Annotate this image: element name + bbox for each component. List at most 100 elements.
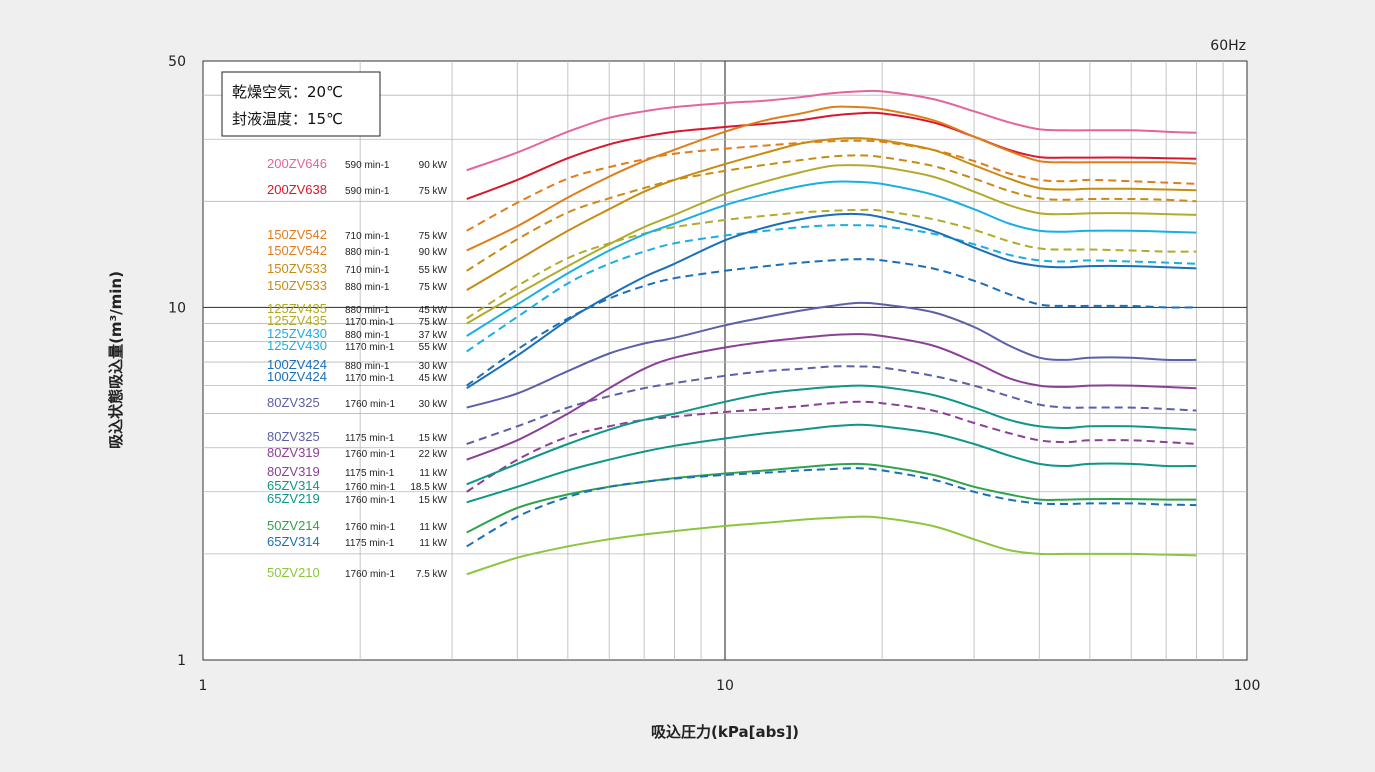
series-curves [466,89,1197,576]
condition-air: 乾燥空気：20℃ [232,83,343,101]
series-line-65zv314 [466,384,1197,486]
legend-power: 11 kW [419,522,447,533]
legend-speed: 1170 min-1 [345,317,395,328]
legend-power: 18.5 kW [410,482,447,493]
legend-power: 30 kW [419,399,448,410]
legend-power: 11 kW [419,538,447,549]
series-line-150zv533 [466,137,1197,291]
legend-power: 75 kW [419,317,448,328]
series-line-150zv542-dashed [466,139,1197,232]
legend-label: 50ZV210 [267,565,320,580]
legend-speed: 880 min-1 [345,330,390,341]
legend-power: 55 kW [419,265,448,276]
series-line-80zv325 [466,301,1197,409]
legend-speed: 1760 min-1 [345,399,395,410]
legend-power: 75 kW [419,282,448,293]
legend-label: 150ZV533 [267,261,327,276]
legend-label: 150ZV542 [267,243,327,258]
series-line-80zv319-dashed [466,400,1197,493]
legend-label: 80ZV319 [267,464,320,479]
legend-label: 200ZV638 [267,182,327,197]
y-tick-label: 1 [177,653,186,669]
legend-label: 80ZV325 [267,395,320,410]
legend-speed: 1760 min-1 [345,495,395,506]
legend-power: 22 kW [419,449,448,460]
legend-speed: 880 min-1 [345,361,390,372]
series-line-100zv424-dashed [466,258,1197,387]
legend-speed: 710 min-1 [345,265,390,276]
legend-power: 90 kW [419,160,448,171]
legend: 200ZV646 590 min-1 90 kW 200ZV638 590 min-1 7… [267,156,448,580]
series-line-125zv435 [466,164,1197,325]
legend-label: 125ZV430 [267,326,327,341]
legend-label: 65ZV314 [267,478,320,493]
legend-label: 50ZV214 [267,518,320,533]
legend-label: 80ZV319 [267,445,320,460]
legend-speed: 880 min-1 [345,305,390,316]
legend-speed: 710 min-1 [345,231,390,242]
series-line-50zv210 [466,515,1197,576]
legend-power: 90 kW [419,247,448,258]
legend-speed: 1760 min-1 [345,449,395,460]
x-tick-labels: 1 10 100 [199,678,1261,694]
legend-power: 37 kW [419,330,448,341]
legend-speed: 1170 min-1 [345,373,395,384]
legend-speed: 880 min-1 [345,282,390,293]
x-axis-title: 吸込圧力(kPa[abs]) [651,723,799,741]
legend-speed: 1175 min-1 [345,538,395,549]
y-tick-labels: 1 10 50 [168,54,186,669]
series-line-125zv430-dashed [466,224,1197,353]
series-line-150zv542 [466,105,1197,252]
legend-label: 125ZV430 [267,338,327,353]
x-tick-label: 10 [716,678,734,694]
series-line-100zv424 [466,212,1197,390]
legend-speed: 1760 min-1 [345,569,395,580]
legend-power: 55 kW [419,342,448,353]
legend-power: 15 kW [419,433,448,444]
legend-label: 65ZV314 [267,534,320,549]
legend-label: 200ZV646 [267,156,327,171]
series-line-80zv325-dashed [466,365,1197,445]
legend-speed: 590 min-1 [345,160,390,171]
series-line-200zv646 [466,89,1197,172]
series-line-125zv435-dashed [466,208,1197,320]
legend-speed: 590 min-1 [345,186,390,197]
legend-power: 30 kW [419,361,448,372]
legend-label: 150ZV542 [267,227,327,242]
legend-power: 45 kW [419,305,448,316]
frequency-label: 60Hz [1210,38,1246,54]
x-tick-label: 100 [1234,678,1261,694]
condition-seal: 封液温度：15℃ [232,110,343,128]
series-line-80zv319 [466,333,1197,461]
series-line-65zv219 [466,423,1197,504]
series-line-125zv430 [466,180,1197,337]
legend-label: 100ZV424 [267,369,327,384]
legend-speed: 1170 min-1 [345,342,395,353]
legend-speed: 880 min-1 [345,247,390,258]
legend-power: 11 kW [419,468,447,479]
y-tick-label: 50 [168,54,186,70]
legend-power: 75 kW [419,231,448,242]
y-tick-label: 10 [168,300,186,316]
legend-label: 150ZV533 [267,278,327,293]
legend-speed: 1760 min-1 [345,522,395,533]
series-line-50zv214 [466,462,1197,534]
legend-power: 7.5 kW [416,569,448,580]
conditions-box: 乾燥空気：20℃ 封液温度：15℃ [221,71,381,137]
series-line-200zv638 [466,111,1197,200]
legend-label: 125ZV435 [267,301,327,316]
legend-power: 15 kW [419,495,448,506]
legend-label: 125ZV435 [267,313,327,328]
y-axis-title: 吸込状態吸込量(m³/min) [107,271,125,449]
legend-speed: 1760 min-1 [345,482,395,493]
legend-label: 80ZV325 [267,429,320,444]
legend-speed: 1175 min-1 [345,433,395,444]
legend-label: 65ZV219 [267,491,320,506]
legend-label: 100ZV424 [267,357,327,372]
series-line-65zv314-dashed [466,467,1197,548]
x-tick-label: 1 [199,678,208,694]
legend-speed: 1175 min-1 [345,468,395,479]
series-line-150zv533-dashed [466,154,1197,272]
legend-power: 45 kW [419,373,448,384]
